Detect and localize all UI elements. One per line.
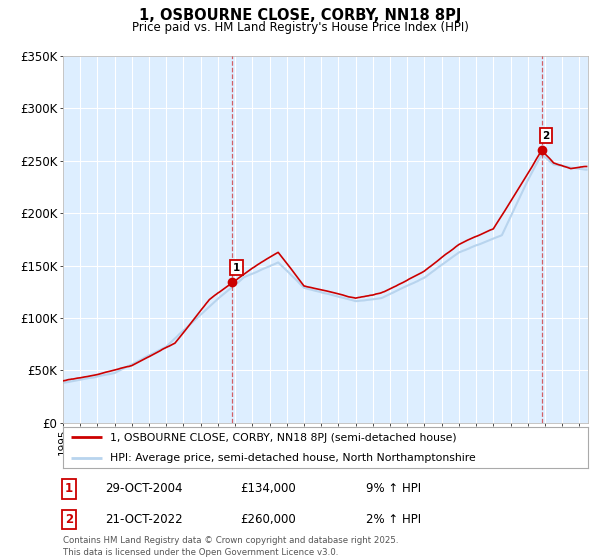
Text: 29-OCT-2004: 29-OCT-2004 <box>105 482 182 496</box>
Text: 2% ↑ HPI: 2% ↑ HPI <box>366 513 421 526</box>
Text: 1, OSBOURNE CLOSE, CORBY, NN18 8PJ: 1, OSBOURNE CLOSE, CORBY, NN18 8PJ <box>139 8 461 24</box>
Text: Contains HM Land Registry data © Crown copyright and database right 2025.
This d: Contains HM Land Registry data © Crown c… <box>63 536 398 557</box>
Text: 21-OCT-2022: 21-OCT-2022 <box>105 513 182 526</box>
Text: 1: 1 <box>233 263 240 273</box>
Text: 2: 2 <box>65 513 73 526</box>
Text: 2: 2 <box>542 130 550 141</box>
Text: £260,000: £260,000 <box>240 513 296 526</box>
Text: 9% ↑ HPI: 9% ↑ HPI <box>366 482 421 496</box>
Text: HPI: Average price, semi-detached house, North Northamptonshire: HPI: Average price, semi-detached house,… <box>110 454 476 463</box>
Text: £134,000: £134,000 <box>240 482 296 496</box>
Text: 1, OSBOURNE CLOSE, CORBY, NN18 8PJ (semi-detached house): 1, OSBOURNE CLOSE, CORBY, NN18 8PJ (semi… <box>110 433 457 443</box>
Text: 1: 1 <box>65 482 73 496</box>
Text: Price paid vs. HM Land Registry's House Price Index (HPI): Price paid vs. HM Land Registry's House … <box>131 21 469 34</box>
